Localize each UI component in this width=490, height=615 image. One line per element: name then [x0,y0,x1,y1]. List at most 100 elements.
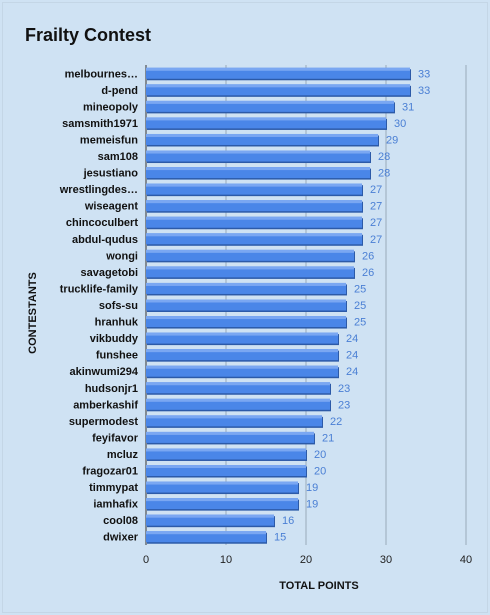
data-label: 19 [306,499,318,511]
bar-16: 25 [146,316,366,329]
category-label: wongi [105,250,138,262]
category-label: hranhuk [95,317,139,329]
bar-highlight [146,531,266,535]
data-label: 33 [418,68,430,80]
bar-highlight [146,133,378,137]
bar-9: 27 [146,200,382,213]
bar [146,299,346,311]
data-label: 29 [386,134,398,146]
bar-highlight [146,481,298,485]
bar-highlight [146,365,338,369]
data-label: 28 [378,151,390,163]
bar-highlight [146,200,362,204]
bar [146,316,346,328]
bar [146,465,306,477]
bar-highlight [146,84,410,88]
x-tick-label: 40 [460,554,472,566]
data-label: 31 [402,101,414,113]
bar-highlight [146,100,394,104]
category-label: amberkashif [73,399,138,411]
bar [146,233,362,245]
bar-highlight [146,299,346,303]
bar-22: 22 [146,415,342,428]
bar-highlight [146,249,354,253]
category-label: mcluz [107,449,139,461]
bar-18: 24 [146,349,358,362]
data-label: 27 [370,201,382,213]
data-label: 23 [338,399,350,411]
bar-27: 19 [146,498,318,511]
data-label: 27 [370,234,382,246]
bar [146,349,338,361]
bar-4: 30 [146,117,406,130]
bar-highlight [146,216,362,220]
category-label: memeisfun [80,134,138,146]
bar-12: 26 [146,249,374,263]
bar [146,448,306,460]
category-label: funshee [96,350,138,362]
y-axis-title: CONTESTANTS [27,272,39,354]
bar-highlight [146,431,314,435]
bar [146,531,266,543]
category-label: jesustiano [83,168,139,180]
category-label: akinwumi294 [70,366,139,378]
category-label: timmypat [89,482,138,494]
bar [146,266,354,278]
bar [146,150,370,162]
bar [146,514,274,526]
bar-1: 33 [146,67,430,81]
x-tick-label: 20 [300,554,312,566]
data-label: 20 [314,466,326,478]
data-label: 26 [362,250,374,262]
bar [146,398,330,410]
bar-highlight [146,183,362,187]
bar-highlight [146,514,274,518]
bars: 33 33 31 30 29 28 28 27 27 27 27 26 26 25 25 25 24 24 24 23… [146,67,430,544]
bar-highlight [146,150,370,154]
bar-6: 28 [146,150,390,164]
bar-29: 15 [146,531,286,544]
bar-highlight [146,382,330,386]
data-label: 22 [330,416,342,428]
bar [146,332,338,344]
category-label: wrestlingdes… [59,184,138,196]
x-tick-label: 0 [143,554,149,566]
data-label: 25 [354,300,366,312]
data-label: 26 [362,267,374,279]
data-label: 25 [354,283,366,295]
data-label: 24 [346,366,358,378]
bar [146,216,362,228]
bar [146,282,346,294]
bar-highlight [146,332,338,336]
data-label: 28 [378,168,390,180]
bar-highlight [146,167,370,171]
bar-10: 27 [146,216,382,230]
bar [146,365,338,377]
bar-2: 33 [146,84,430,97]
bar [146,117,386,129]
data-label: 15 [274,532,286,544]
data-label: 20 [314,449,326,461]
category-label: savagetobi [81,267,138,279]
bar-21: 23 [146,398,350,412]
data-label: 16 [282,515,294,527]
category-label: hudsonjr1 [85,383,138,395]
category-label: wiseagent [84,201,139,213]
bar-highlight [146,415,322,419]
bar [146,382,330,394]
x-tick-labels: 0 10 20 30 40 [143,554,472,566]
category-label: sam108 [98,151,138,163]
bar [146,498,298,510]
bar-highlight [146,465,306,469]
bar-highlight [146,498,298,502]
bar-chart: Frailty Contest TOTAL POINTS CONTESTANTS… [25,25,472,592]
bar-highlight [146,448,306,452]
data-label: 24 [346,350,358,362]
bar-highlight [146,316,346,320]
bar-5: 29 [146,133,398,147]
bar-8: 27 [146,183,382,197]
bar [146,481,298,493]
category-labels: melbournes… d-pend mineopoly samsmith1971 me… [59,68,139,543]
bar-24: 20 [146,448,326,461]
